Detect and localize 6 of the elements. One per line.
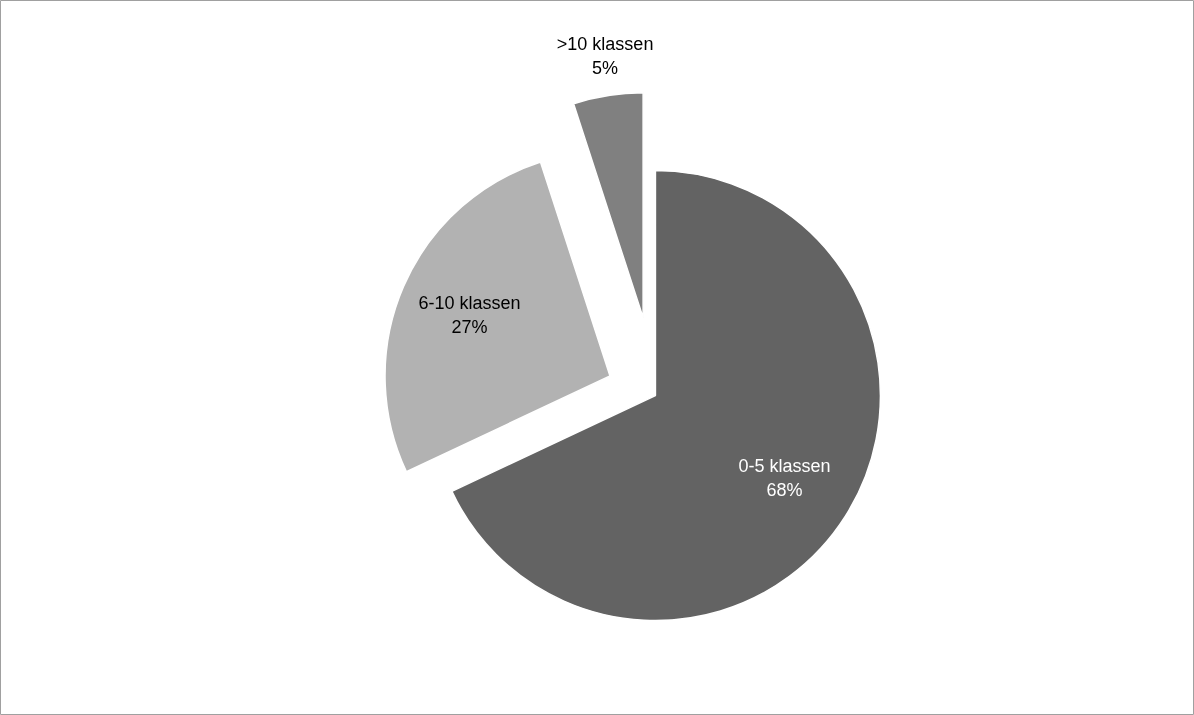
data-label: 5% (592, 57, 619, 78)
data-label: 27% (451, 317, 488, 338)
data-label: 68% (766, 479, 803, 500)
slice-label: 0-5 klassen (738, 455, 831, 476)
slice-label: 6-10 klassen (418, 293, 521, 314)
slice-label: >10 klassen (556, 33, 654, 54)
